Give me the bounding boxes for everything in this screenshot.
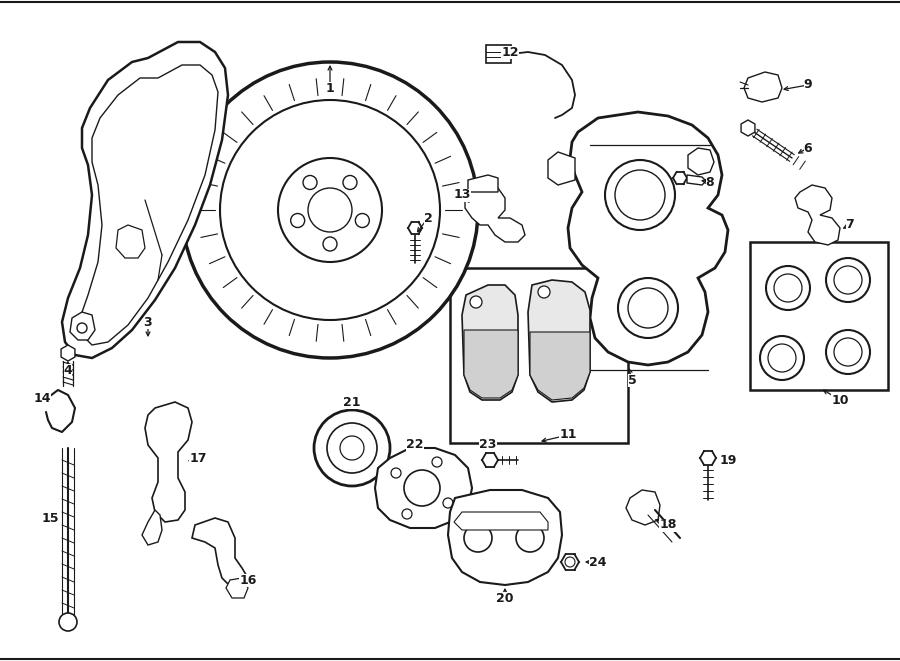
- Circle shape: [605, 160, 675, 230]
- Circle shape: [323, 237, 337, 251]
- Text: 8: 8: [706, 176, 715, 188]
- Circle shape: [59, 613, 77, 631]
- Polygon shape: [142, 510, 162, 545]
- Text: 15: 15: [41, 512, 58, 524]
- Circle shape: [391, 468, 401, 478]
- Polygon shape: [548, 152, 575, 185]
- Polygon shape: [62, 42, 228, 358]
- Text: 24: 24: [590, 555, 607, 568]
- Text: 20: 20: [496, 592, 514, 605]
- Polygon shape: [462, 285, 518, 400]
- Circle shape: [826, 330, 870, 374]
- Circle shape: [182, 62, 478, 358]
- Circle shape: [538, 286, 550, 298]
- Text: 4: 4: [64, 364, 72, 377]
- Polygon shape: [145, 402, 192, 522]
- Text: 7: 7: [846, 219, 854, 231]
- Text: 17: 17: [189, 451, 207, 465]
- Circle shape: [826, 258, 870, 302]
- Circle shape: [303, 175, 317, 190]
- Polygon shape: [454, 512, 548, 530]
- Text: 16: 16: [239, 574, 256, 586]
- Polygon shape: [528, 280, 590, 402]
- Polygon shape: [530, 332, 590, 400]
- Circle shape: [402, 509, 412, 519]
- Polygon shape: [687, 175, 706, 185]
- Circle shape: [432, 457, 442, 467]
- Polygon shape: [688, 148, 714, 175]
- Bar: [450, 268, 628, 443]
- Polygon shape: [226, 578, 248, 598]
- Polygon shape: [464, 330, 518, 398]
- Circle shape: [77, 323, 87, 333]
- Circle shape: [291, 214, 305, 227]
- Polygon shape: [375, 448, 472, 528]
- Text: 19: 19: [719, 453, 737, 467]
- Polygon shape: [568, 112, 728, 365]
- Text: 5: 5: [627, 373, 636, 387]
- Circle shape: [443, 498, 453, 508]
- Text: 18: 18: [660, 518, 677, 531]
- Polygon shape: [744, 72, 782, 102]
- Bar: [486, 45, 511, 63]
- Polygon shape: [795, 185, 840, 245]
- Circle shape: [404, 470, 440, 506]
- Text: 6: 6: [804, 141, 813, 155]
- Text: 10: 10: [832, 393, 849, 407]
- Text: 3: 3: [144, 315, 152, 329]
- Text: 1: 1: [326, 81, 335, 95]
- Text: 11: 11: [559, 428, 577, 442]
- Text: 21: 21: [343, 395, 361, 408]
- Circle shape: [516, 524, 544, 552]
- Text: 23: 23: [480, 438, 497, 451]
- Polygon shape: [192, 518, 248, 588]
- Circle shape: [356, 214, 369, 227]
- Text: 22: 22: [406, 438, 424, 451]
- Circle shape: [314, 410, 390, 486]
- Polygon shape: [741, 120, 755, 136]
- Bar: [750, 242, 888, 390]
- Circle shape: [760, 336, 804, 380]
- Polygon shape: [61, 345, 75, 361]
- Polygon shape: [626, 490, 660, 525]
- Circle shape: [766, 266, 810, 310]
- Circle shape: [470, 296, 482, 308]
- Circle shape: [343, 175, 357, 190]
- Circle shape: [220, 100, 440, 320]
- Text: 2: 2: [424, 212, 432, 225]
- Polygon shape: [80, 65, 218, 345]
- Polygon shape: [548, 295, 575, 328]
- Polygon shape: [448, 490, 562, 585]
- Text: 14: 14: [33, 391, 50, 405]
- Polygon shape: [70, 312, 95, 340]
- Text: 12: 12: [501, 46, 518, 59]
- Polygon shape: [116, 225, 145, 258]
- Polygon shape: [468, 175, 498, 192]
- Circle shape: [464, 524, 492, 552]
- Polygon shape: [465, 185, 525, 242]
- Circle shape: [618, 278, 678, 338]
- Text: 9: 9: [804, 79, 813, 91]
- Text: 13: 13: [454, 188, 471, 202]
